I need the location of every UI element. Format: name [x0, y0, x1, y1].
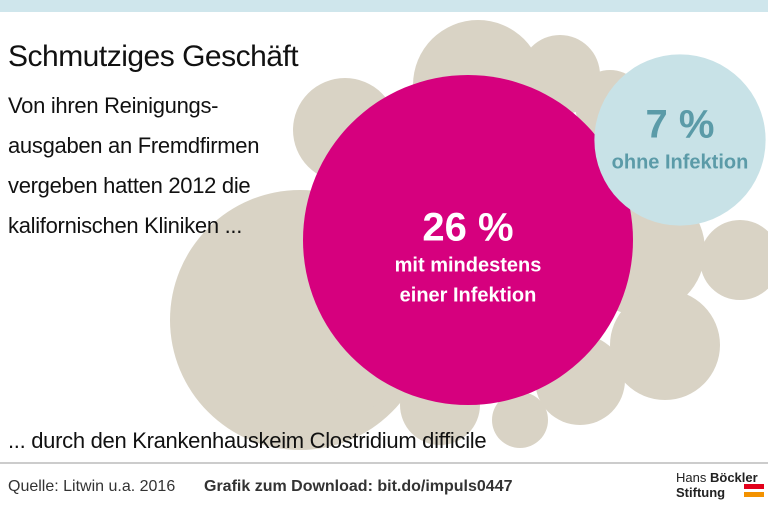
value-label: 26 %: [422, 205, 514, 250]
bubble-label: 7 % ohne Infektion: [600, 103, 760, 178]
logo-mark: [744, 492, 764, 497]
bubble: [303, 75, 633, 405]
top-band: [0, 0, 768, 12]
bubble-label: 26 % mit mindestens einer Infektion: [373, 206, 563, 311]
bubble: [594, 54, 766, 226]
footnote: ... durch den Krankenhauskeim Clostridiu…: [8, 428, 487, 453]
category-label: ohne Infektion: [611, 151, 749, 174]
logo-text: Stiftung: [676, 485, 726, 500]
logo-text: Hans: [676, 470, 707, 485]
value-label: 7 %: [645, 102, 715, 147]
logo-mark: [744, 484, 764, 489]
logo-text: Böckler: [709, 470, 758, 485]
source: Quelle: Litwin u.a. 2016: [8, 478, 176, 495]
category-label: mit mindestens einer Infektion: [394, 254, 542, 307]
subtitle: Von ihren Reinigungs-ausgaben an Fremdfi…: [8, 93, 260, 238]
download-link: Grafik zum Download: bit.do/impuls0447: [204, 478, 513, 495]
logo: Hans Böckler Stiftung: [676, 470, 758, 500]
title: Schmutziges Geschäft: [8, 40, 299, 73]
